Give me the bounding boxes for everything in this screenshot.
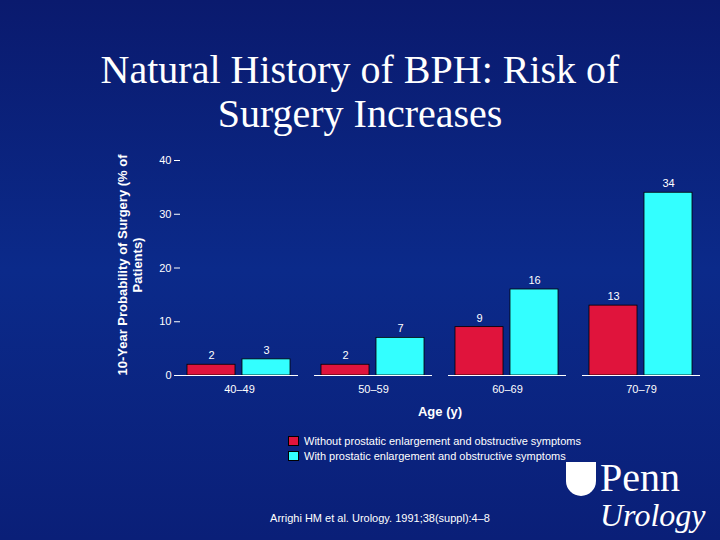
html-text:Urology: Urology xyxy=(600,497,706,533)
svg-text:7: 7 xyxy=(397,322,403,334)
svg-text:2: 2 xyxy=(208,349,214,361)
svg-text:10: 10 xyxy=(159,315,171,327)
html-text:Penn: Penn xyxy=(600,455,680,500)
svg-text:16: 16 xyxy=(528,274,540,286)
html-text:With prostatic enlargement and: With prostatic enlargement and obstructi… xyxy=(304,449,566,462)
svg-text:60–69: 60–69 xyxy=(492,383,523,395)
svg-text:40: 40 xyxy=(159,154,171,166)
html-text:Natural History of BPH: Risk o: Natural History of BPH: Risk of Surgery … xyxy=(100,47,620,136)
svg-text:13: 13 xyxy=(607,290,619,302)
svg-text:20: 20 xyxy=(159,262,171,274)
svg-text:3: 3 xyxy=(263,344,269,356)
svg-text:40–49: 40–49 xyxy=(224,383,255,395)
svg-text:70–79: 70–79 xyxy=(626,383,657,395)
html-text:Arrighi HM et al. Urology. 199: Arrighi HM et al. Urology. 1991;38(suppl… xyxy=(270,512,490,524)
svg-text:50–59: 50–59 xyxy=(358,383,389,395)
html-text:Without prostatic enlargement: Without prostatic enlargement and obstru… xyxy=(304,434,581,447)
html-text:10-Year Probability of Surgery: 10-Year Probability of Surgery (% of Pat… xyxy=(115,154,145,376)
svg-text:9: 9 xyxy=(476,312,482,324)
svg-text:30: 30 xyxy=(159,208,171,220)
svg-text:0: 0 xyxy=(165,369,171,381)
html-text:Age (y): Age (y) xyxy=(418,404,462,419)
svg-text:34: 34 xyxy=(662,177,674,189)
svg-text:2: 2 xyxy=(342,349,348,361)
